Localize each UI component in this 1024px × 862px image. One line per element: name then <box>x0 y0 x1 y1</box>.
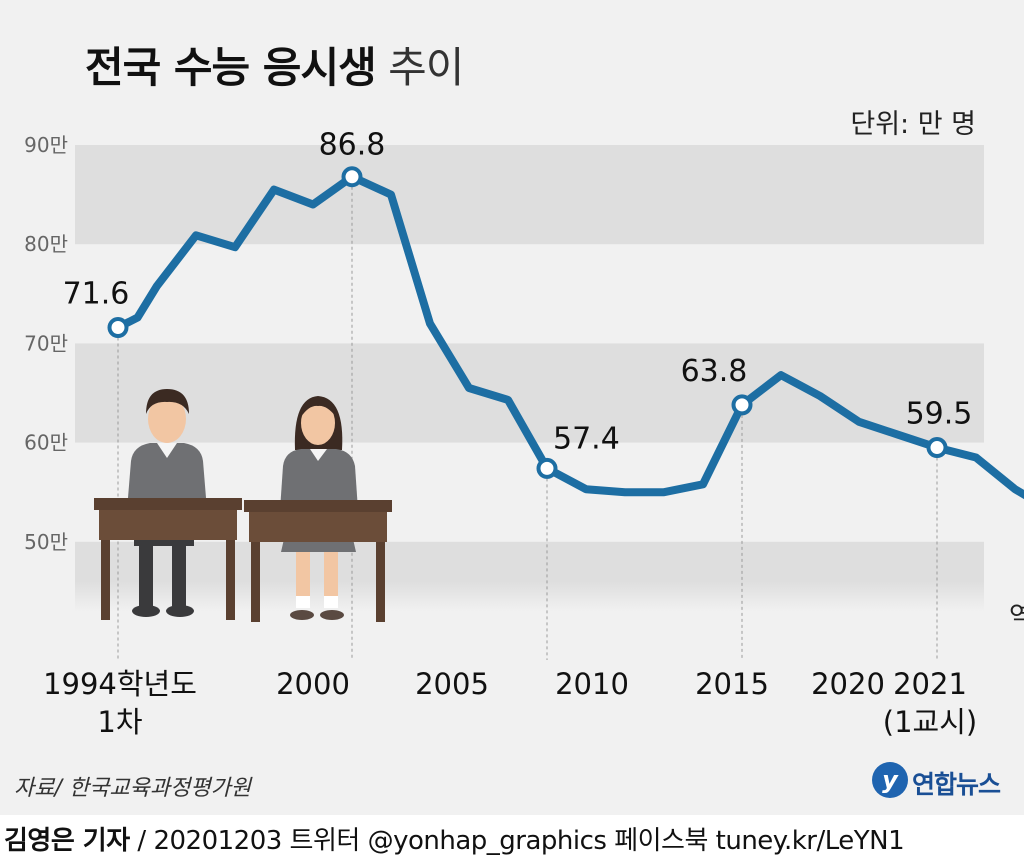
x-tick-label: 2000 <box>276 667 350 701</box>
y-tick-label: 80만 <box>24 232 68 256</box>
chart-title: 전국 수능 응시생 추이 <box>85 34 464 95</box>
data-point-marker <box>731 394 753 416</box>
annotation-group: 역대 최저 <box>1009 602 1024 632</box>
x-tick-label: 2015 <box>695 667 769 701</box>
data-label: 63.8 <box>681 354 748 389</box>
markers-group <box>107 166 948 479</box>
grid-bands <box>75 145 984 612</box>
x-tick-label: 2021 <box>893 667 967 701</box>
x-tick-label: 2010 <box>555 667 629 701</box>
data-point-marker <box>341 166 363 188</box>
footer-credit: 김영은 기자 / 20201203 트위터 @yonhap_graphics 페… <box>4 820 905 857</box>
logo-mark-icon: y <box>872 762 908 798</box>
students-illustration <box>94 389 392 622</box>
desk-left <box>94 498 242 620</box>
title-bold: 전국 수능 응시생 <box>85 43 377 92</box>
grid-band-2 <box>75 541 984 582</box>
data-point-marker <box>107 317 129 339</box>
source-text: 자료/ 한국교육과정평가원 <box>14 776 252 801</box>
data-labels-group: 71.686.857.463.859.548.542.6 <box>63 128 973 457</box>
footer-rest: / 20201203 트위터 @yonhap_graphics 페이스북 tun… <box>129 826 905 856</box>
y-tick-label: 50만 <box>24 530 68 554</box>
x-tick-label: 1차 <box>97 705 142 739</box>
data-label: 71.6 <box>63 277 130 312</box>
unit-label: 단위: 만 명 <box>850 109 976 140</box>
reporter-name: 김영은 기자 <box>4 826 130 856</box>
annotation-text: 역대 최저 <box>1009 602 1024 632</box>
series-line <box>114 172 1024 500</box>
guide-lines <box>117 186 938 660</box>
title-light: 추이 <box>388 43 464 92</box>
x-tick-label: 1994학년도 <box>43 667 197 701</box>
y-axis-ticks: 90만 80만 70만 60만 50만 <box>24 133 68 554</box>
data-label: 59.5 <box>906 397 973 432</box>
x-tick-label: (1교시) <box>883 705 977 739</box>
grid-band-0 <box>75 145 984 245</box>
x-axis-ticks: 1994학년도 1차 2000 2005 2010 2015 2020 2021 (1교시) <box>43 667 977 739</box>
series-group <box>114 172 1024 500</box>
infographic-card: 90만 80만 70만 60만 50만 <box>0 0 1024 815</box>
data-label: 57.4 <box>553 421 620 456</box>
y-tick-label: 70만 <box>24 331 68 355</box>
data-point-marker <box>536 457 558 479</box>
x-tick-label: 2020 <box>811 667 885 701</box>
grid-band-fade <box>75 581 984 612</box>
yonhap-logo: y 연합뉴스 <box>872 762 1012 804</box>
grid-band-1 <box>75 343 984 443</box>
data-label: 86.8 <box>319 128 386 163</box>
x-tick-label: 2005 <box>415 667 489 701</box>
y-tick-label: 60만 <box>24 431 68 455</box>
line-chart: 90만 80만 70만 60만 50만 <box>24 128 1024 739</box>
desk-right <box>244 500 392 622</box>
data-point-marker <box>926 437 948 459</box>
y-tick-label: 90만 <box>24 133 68 157</box>
logo-name: 연합뉴스 <box>912 770 1001 799</box>
